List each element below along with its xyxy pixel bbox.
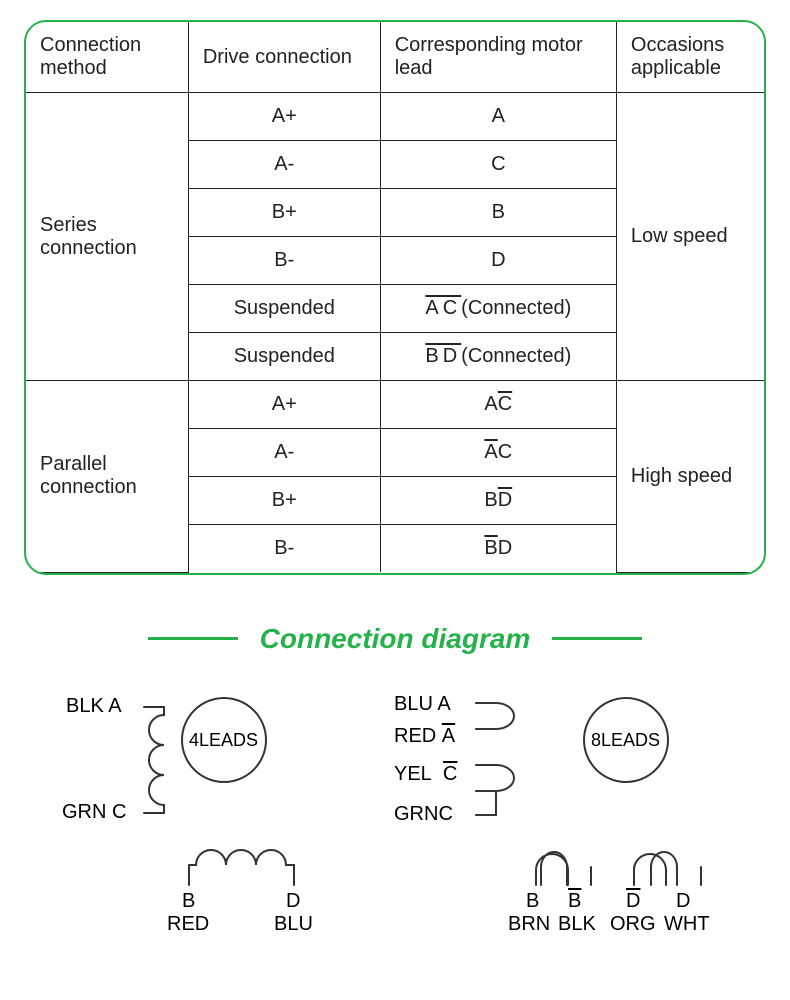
col-occasion: Occasions applicable: [616, 22, 764, 93]
cell-drive: A-: [188, 141, 380, 189]
cell-lead: AC(Connected): [380, 285, 616, 333]
diagram-8leads: BLU A RED A YEL C GRNC B B D D BRN BLK O…: [376, 685, 756, 945]
cell-drive: A+: [188, 381, 380, 429]
cell-lead: BD: [380, 525, 616, 573]
cell-lead: B: [380, 189, 616, 237]
lead-label: BLK A: [66, 695, 122, 718]
diagram-4leads: BLK A GRN C B RED D BLU 4LEADS: [34, 685, 334, 945]
table-row: Series connection A+ A Low speed: [26, 93, 764, 141]
section-title: Connection diagram: [24, 623, 766, 655]
motor-label: 4LEADS: [189, 730, 258, 751]
lead-label: B: [526, 890, 539, 913]
cell-lead: C: [380, 141, 616, 189]
connection-table: Connection method Drive connection Corre…: [26, 22, 764, 573]
cell-lead: BD: [380, 477, 616, 525]
lead-label: D: [626, 890, 640, 913]
decorative-line: [552, 637, 642, 640]
lead-label: B: [568, 890, 581, 913]
cell-drive: B+: [188, 477, 380, 525]
cell-drive: B+: [188, 189, 380, 237]
table-row: Parallel connection A+ AC High speed: [26, 381, 764, 429]
lead-label: BLU A: [394, 693, 451, 716]
section-title-text: Connection diagram: [260, 623, 531, 655]
parallel-name: Parallel connection: [26, 381, 188, 573]
cell-lead: AC: [380, 429, 616, 477]
cell-lead: AC: [380, 381, 616, 429]
connection-table-container: Connection method Drive connection Corre…: [24, 20, 766, 575]
cell-lead: D: [380, 237, 616, 285]
lead-label: D: [286, 890, 300, 913]
motor-label: 8LEADS: [591, 730, 660, 751]
lead-label: GRN C: [62, 801, 126, 824]
cell-drive: B-: [188, 237, 380, 285]
cell-drive: Suspended: [188, 285, 380, 333]
lead-label: WHT: [664, 913, 710, 936]
lead-overline: AC: [425, 297, 461, 319]
lead-label: YEL C: [394, 763, 457, 786]
decorative-line: [148, 637, 238, 640]
series-name: Series connection: [26, 93, 188, 381]
lead-overline: BD: [425, 345, 461, 367]
cell-lead: BD(Connected): [380, 333, 616, 381]
lead-label: RED A: [394, 725, 455, 748]
table-header-row: Connection method Drive connection Corre…: [26, 22, 764, 93]
col-drive: Drive connection: [188, 22, 380, 93]
lead-label: ORG: [610, 913, 656, 936]
cell-drive: A-: [188, 429, 380, 477]
cell-drive: A+: [188, 93, 380, 141]
cell-drive: B-: [188, 525, 380, 573]
lead-label: B: [182, 890, 195, 913]
lead-label: RED: [167, 913, 209, 936]
cell-drive: Suspended: [188, 333, 380, 381]
lead-label: BLU: [274, 913, 313, 936]
lead-label: GRNC: [394, 803, 453, 826]
cell-lead: A: [380, 93, 616, 141]
diagrams-row: BLK A GRN C B RED D BLU 4LEADS: [24, 685, 766, 945]
parallel-occasion: High speed: [616, 381, 764, 573]
series-occasion: Low speed: [616, 93, 764, 381]
lead-label: BLK: [558, 913, 596, 936]
col-method: Connection method: [26, 22, 188, 93]
col-lead: Corresponding motor lead: [380, 22, 616, 93]
lead-label: D: [676, 890, 690, 913]
lead-label: BRN: [508, 913, 550, 936]
